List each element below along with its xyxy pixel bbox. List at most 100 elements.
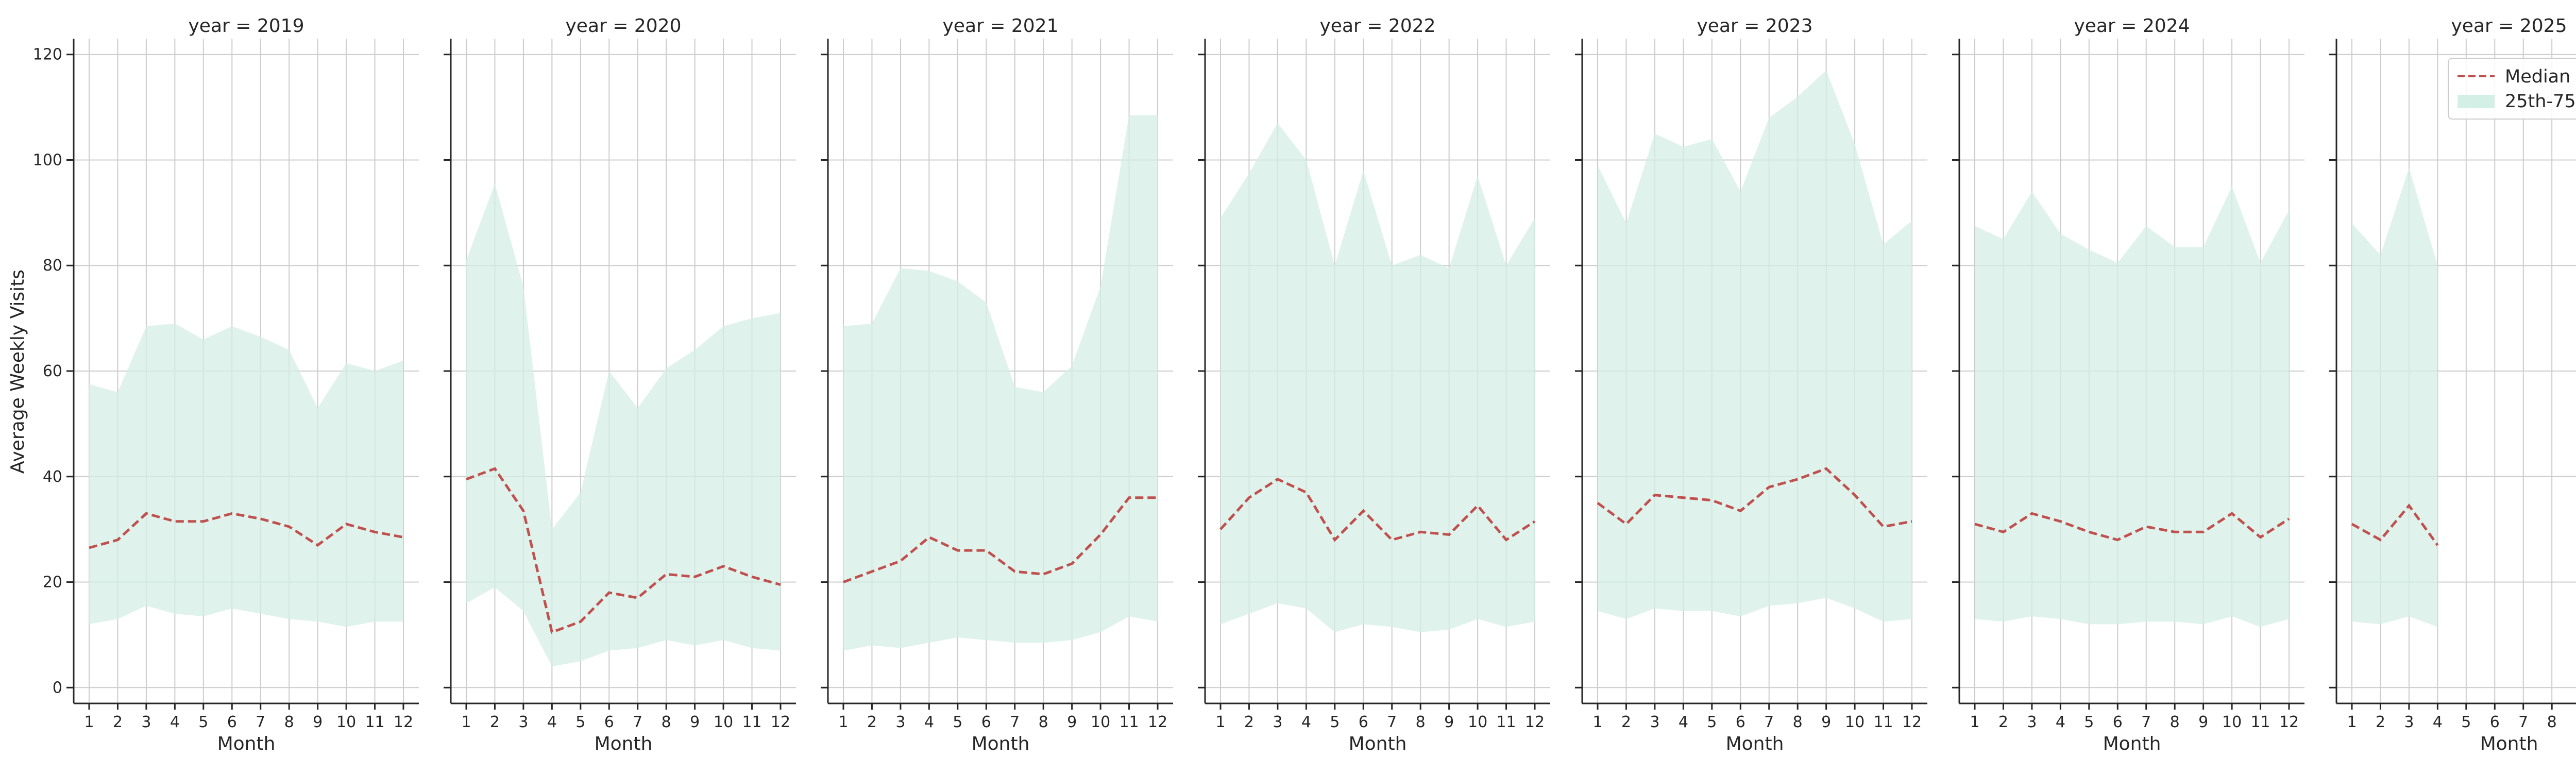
median-point <box>956 549 959 552</box>
panel-title: year = 2019 <box>189 15 304 37</box>
x-axis-label: Month <box>217 733 276 754</box>
median-point <box>1796 478 1799 481</box>
facet-panel-7: year = 2025123456789101112Month <box>2329 15 2576 754</box>
x-tick-label: 12 <box>394 713 413 731</box>
x-tick-label: 10 <box>714 713 733 731</box>
x-tick-label: 1 <box>461 713 471 731</box>
percentile-band <box>1598 70 1912 622</box>
median-point <box>287 525 291 528</box>
x-tick-label: 8 <box>2547 713 2557 731</box>
median-point <box>1710 499 1714 502</box>
x-tick-label: 12 <box>1148 713 1167 731</box>
x-tick-label: 2 <box>490 713 500 731</box>
x-tick-label: 9 <box>1821 713 1831 731</box>
median-point <box>173 520 176 523</box>
median-point <box>779 583 782 586</box>
median-point <box>1099 533 1102 536</box>
median-point <box>2436 544 2439 547</box>
y-tick-label: 100 <box>33 151 62 169</box>
x-tick-label: 3 <box>141 713 151 731</box>
panel-title: year = 2023 <box>1697 15 1813 37</box>
x-tick-label: 12 <box>2279 713 2299 731</box>
x-tick-label: 6 <box>2113 713 2123 731</box>
x-tick-label: 1 <box>1592 713 1602 731</box>
x-tick-label: 11 <box>1119 713 1139 731</box>
y-tick-label: 120 <box>33 46 62 64</box>
percentile-band <box>466 183 781 667</box>
median-point <box>607 591 611 594</box>
y-tick-label: 20 <box>43 574 62 592</box>
x-tick-label: 10 <box>2222 713 2242 731</box>
x-tick-label: 4 <box>1301 713 1311 731</box>
median-point <box>579 620 582 623</box>
x-tick-label: 3 <box>2027 713 2037 731</box>
percentile-band <box>1221 123 1535 632</box>
x-tick-label: 8 <box>284 713 294 731</box>
y-tick-label: 0 <box>53 679 62 697</box>
median-point <box>550 631 553 634</box>
median-point <box>1156 496 1159 499</box>
x-tick-label: 1 <box>84 713 94 731</box>
panel-title: year = 2022 <box>1320 15 1436 37</box>
median-point <box>1128 496 1131 499</box>
median-point <box>2145 525 2148 528</box>
x-axis-label: Month <box>1349 733 1407 754</box>
median-point <box>465 478 468 481</box>
median-line <box>1597 467 1912 528</box>
x-tick-label: 9 <box>1444 713 1454 731</box>
x-tick-label: 6 <box>1736 713 1745 731</box>
x-tick-label: 2 <box>1244 713 1254 731</box>
median-point <box>1768 485 1771 489</box>
median-point <box>145 512 148 515</box>
median-point <box>2173 530 2176 533</box>
x-axis-label: Month <box>1726 733 1784 754</box>
x-tick-label: 12 <box>771 713 790 731</box>
x-tick-label: 2 <box>1621 713 1631 731</box>
median-point <box>1624 523 1628 526</box>
x-tick-label: 7 <box>1387 713 1397 731</box>
median-point <box>722 565 725 568</box>
x-tick-label: 11 <box>742 713 761 731</box>
median-point <box>1739 509 1742 512</box>
median-point <box>693 575 697 578</box>
x-tick-label: 6 <box>981 713 991 731</box>
panel-title: year = 2021 <box>943 15 1059 37</box>
x-tick-label: 10 <box>336 713 356 731</box>
percentile-band <box>843 115 1158 651</box>
median-line <box>2351 503 2439 546</box>
median-point <box>402 536 405 539</box>
x-tick-label: 8 <box>1416 713 1426 731</box>
median-point <box>374 530 377 533</box>
x-tick-label: 6 <box>604 713 614 731</box>
median-point <box>1596 501 1599 505</box>
y-tick-label: 60 <box>43 362 62 380</box>
median-point <box>1825 467 1828 470</box>
x-tick-label: 5 <box>575 713 585 731</box>
x-tick-label: 5 <box>198 713 208 731</box>
x-tick-label: 10 <box>1091 713 1110 731</box>
x-tick-label: 3 <box>895 713 905 731</box>
x-tick-label: 3 <box>2404 713 2414 731</box>
median-point <box>1448 533 1451 536</box>
panel-title: year = 2020 <box>566 15 682 37</box>
median-point <box>899 560 902 563</box>
panel-title: year = 2024 <box>2074 15 2190 37</box>
legend-median-label: Median <box>2505 66 2570 87</box>
median-point <box>1071 562 1074 565</box>
y-axis-label: Average Weekly Visits <box>7 270 28 474</box>
median-point <box>1653 494 1656 497</box>
x-tick-label: 11 <box>2250 713 2270 731</box>
median-point <box>927 536 930 539</box>
x-tick-label: 7 <box>256 713 265 731</box>
x-tick-label: 1 <box>1215 713 1225 731</box>
x-axis-label: Month <box>972 733 1030 754</box>
y-tick-label: 40 <box>43 468 62 486</box>
median-point <box>116 539 119 542</box>
median-point <box>2059 520 2062 523</box>
median-point <box>1391 539 1394 542</box>
x-tick-label: 8 <box>1039 713 1048 731</box>
